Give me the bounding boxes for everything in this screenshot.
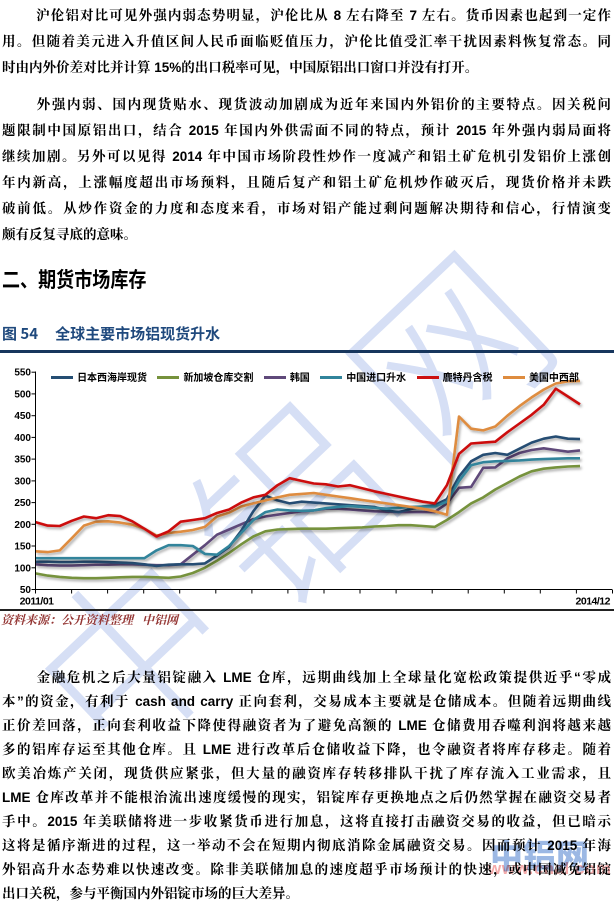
svg-text:400: 400 xyxy=(14,433,31,444)
svg-text:500: 500 xyxy=(14,389,31,400)
svg-text:250: 250 xyxy=(14,498,31,509)
svg-text:2011/01: 2011/01 xyxy=(20,596,55,608)
svg-text:50: 50 xyxy=(20,585,32,596)
svg-text:150: 150 xyxy=(14,542,31,553)
svg-text:200: 200 xyxy=(14,520,31,531)
svg-text:550: 550 xyxy=(14,368,31,379)
svg-text:300: 300 xyxy=(14,476,31,487)
svg-text:350: 350 xyxy=(14,455,31,466)
svg-text:100: 100 xyxy=(14,563,31,574)
svg-text:2014/12: 2014/12 xyxy=(576,596,611,608)
svg-text:450: 450 xyxy=(14,411,31,422)
